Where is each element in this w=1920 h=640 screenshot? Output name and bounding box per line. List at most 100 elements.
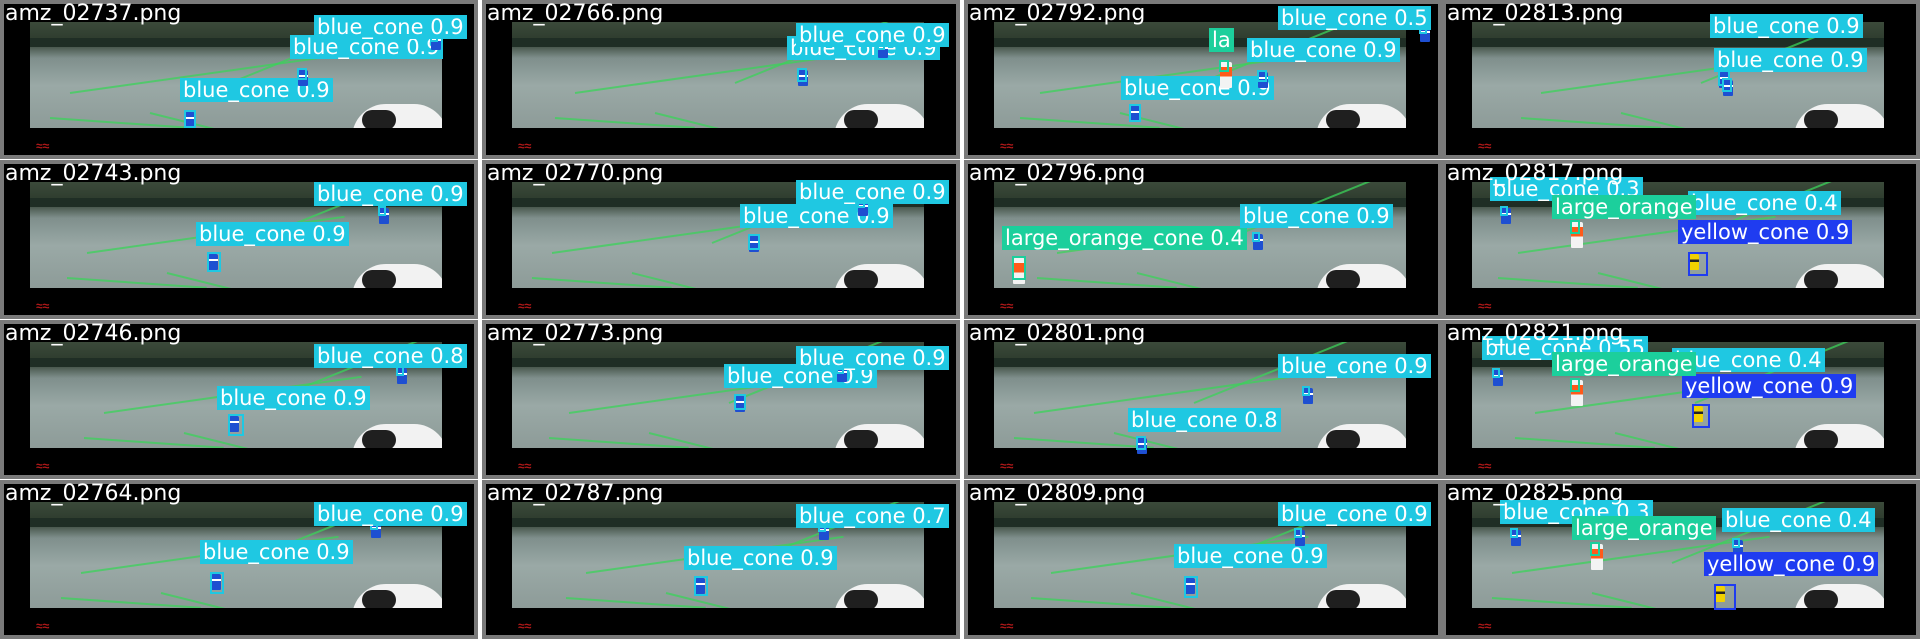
mosaic-tile: ≈≈ blue_cone 0.9 blue_cone 0.9 blue_cone 0.… xyxy=(964,0,1442,159)
image-filename: amz_02821.png xyxy=(1447,321,1624,346)
track-line xyxy=(574,55,833,94)
blue-cone-icon xyxy=(798,70,808,86)
blue-cone-icon xyxy=(858,200,868,216)
detection-box xyxy=(1219,60,1229,72)
detection-label: large_orange xyxy=(1552,195,1696,219)
detection-label: blue_cone 0.9 xyxy=(1174,544,1327,568)
team-logo-icon: ≈≈ xyxy=(36,139,50,153)
detection-label: yellow_cone 0.9 xyxy=(1682,374,1857,398)
team-logo-icon: ≈≈ xyxy=(1478,299,1492,313)
blue-cone-icon xyxy=(229,416,239,432)
vehicle-nose xyxy=(834,424,924,448)
detection-box xyxy=(1302,386,1310,396)
image-filename: amz_02746.png xyxy=(5,321,182,346)
vehicle-nose xyxy=(1316,584,1406,608)
trackside-banner xyxy=(994,198,1406,207)
team-logo-icon: ≈≈ xyxy=(518,139,532,153)
trackside-banner xyxy=(994,358,1406,367)
blue-cone-icon xyxy=(749,236,759,252)
image-filename: amz_02770.png xyxy=(487,161,664,186)
detection-box xyxy=(1692,404,1710,428)
team-logo-icon: ≈≈ xyxy=(1478,619,1492,633)
orange-cone-icon xyxy=(1591,544,1603,570)
detection-box xyxy=(1688,252,1708,276)
detection-label: blue_cone 0.9 xyxy=(1278,354,1431,378)
blue-cone-icon xyxy=(1511,530,1521,546)
mosaic-tile: ≈≈ blue_cone 0.9 blue_cone 0.8 amz_02746.pn… xyxy=(0,320,478,479)
detection-box xyxy=(1500,206,1508,216)
trackside-banner xyxy=(1472,38,1884,47)
image-filename: amz_02792.png xyxy=(969,1,1146,26)
detection-box xyxy=(184,110,196,128)
detection-label: blue_cone 0.9 xyxy=(196,222,349,246)
detection-label: large_orange_cone 0.4 xyxy=(1002,226,1247,250)
detection-box xyxy=(1184,576,1198,598)
detection-box xyxy=(378,206,386,216)
blue-cone-icon xyxy=(1733,540,1743,556)
orange-cone-icon xyxy=(1571,222,1583,248)
team-logo-icon: ≈≈ xyxy=(36,299,50,313)
detection-label: blue_cone 0.9 xyxy=(180,78,333,102)
detection-box xyxy=(1510,528,1518,538)
image-filename: amz_02809.png xyxy=(969,481,1146,506)
blue-cone-icon xyxy=(695,578,705,594)
mosaic-tile: ≈≈ blue_cone 0.9 blue_cone 0.9 amz_02743.pn… xyxy=(0,160,478,319)
blue-cone-icon xyxy=(1303,388,1313,404)
blue-cone-icon xyxy=(1723,80,1733,96)
detection-box xyxy=(734,394,746,410)
detection-label: blue_cone 0.5 xyxy=(1278,6,1431,30)
orange-cone-icon xyxy=(1220,62,1232,88)
team-logo-icon: ≈≈ xyxy=(518,459,532,473)
image-filename: amz_02813.png xyxy=(1447,1,1624,26)
blue-cone-icon xyxy=(211,574,221,590)
trackside-banner xyxy=(512,358,924,367)
detection-label: blue_cone 0.9 xyxy=(1247,38,1400,62)
detection-box xyxy=(1570,220,1580,234)
yellow-cone-icon xyxy=(1693,406,1703,422)
detection-box xyxy=(1129,104,1141,122)
mosaic-tile: ≈≈ large_orange_cone 0.4 blue_cone 0.9 amz_… xyxy=(964,160,1442,319)
detection-label: blue_cone 0.8 xyxy=(314,344,467,368)
mosaic-tile: ≈≈ blue_cone 0.9 blue_cone 0.9 amz_02766.pn… xyxy=(482,0,960,159)
detection-box xyxy=(228,414,244,436)
trackside-banner xyxy=(994,38,1406,47)
blue-cone-icon xyxy=(371,522,381,538)
blue-cone-icon xyxy=(1185,578,1195,594)
detection-label: blue_cone 0.9 xyxy=(796,180,949,204)
detection-box xyxy=(1714,584,1736,610)
mosaic-tile: ≈≈ blue_cone 0.9 blue_cone 0.9 amz_02764.pn… xyxy=(0,480,478,639)
vehicle-nose xyxy=(1316,424,1406,448)
blue-cone-icon xyxy=(1501,208,1511,224)
mosaic-tile: ≈≈ blue_cone 0.3 blue_cone 0.4 yellow_cone … xyxy=(1442,480,1920,639)
detection-label: yellow_cone 0.9 xyxy=(1678,220,1853,244)
image-filename: amz_02801.png xyxy=(969,321,1146,346)
image-filename: amz_02743.png xyxy=(5,161,182,186)
detection-box xyxy=(1257,70,1267,82)
blue-cone-icon xyxy=(819,524,829,540)
yellow-cone-icon xyxy=(1715,586,1725,602)
detection-box xyxy=(210,572,224,594)
detection-label: large_orange xyxy=(1572,516,1716,540)
camera-image xyxy=(1472,22,1884,128)
detection-box xyxy=(1722,78,1732,92)
detection-box xyxy=(1136,436,1146,450)
vehicle-nose xyxy=(1794,584,1884,608)
blue-cone-icon xyxy=(1420,26,1430,42)
blue-cone-icon xyxy=(379,208,389,224)
detection-label: yellow_cone 0.9 xyxy=(1704,552,1879,576)
vehicle-nose xyxy=(1794,264,1884,288)
detection-box xyxy=(797,68,807,82)
blue-cone-icon xyxy=(208,254,218,270)
trackside-banner xyxy=(994,518,1406,527)
detection-box xyxy=(694,576,708,596)
detection-label: la xyxy=(1209,28,1234,52)
team-logo-icon: ≈≈ xyxy=(1478,459,1492,473)
mosaic-tile: ≈≈ blue_cone 0.9 blue_cone 0.7 amz_02787.pn… xyxy=(482,480,960,639)
detection-label: blue_cone 0.9 xyxy=(1714,48,1867,72)
blue-cone-icon xyxy=(1130,106,1140,122)
blue-cone-icon xyxy=(878,42,888,58)
detection-label: blue_cone 0.9 xyxy=(314,15,467,39)
detection-label: blue_cone 0.4 xyxy=(1688,191,1841,215)
detection-label: blue_cone 0.9 xyxy=(740,204,893,228)
